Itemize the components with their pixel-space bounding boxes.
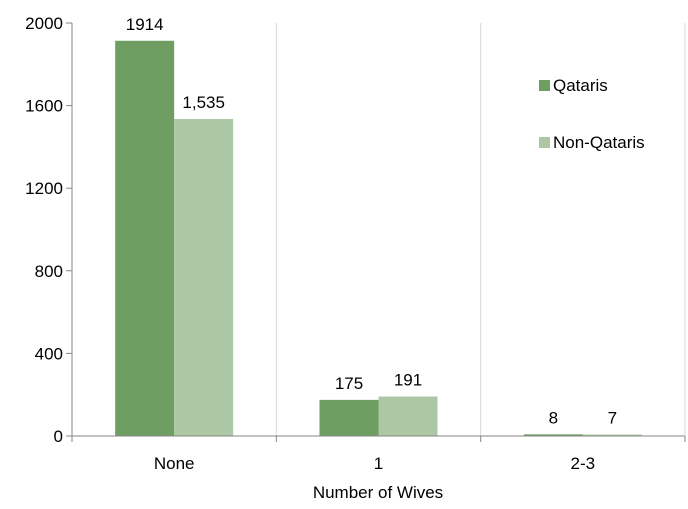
y-tick-label: 1200 [25,179,63,198]
legend-swatch [539,137,550,148]
bar-non-qataris-2 [582,434,642,436]
bar-non-qataris-0 [174,119,234,437]
y-tick-label: 0 [54,427,63,446]
y-tick-label: 400 [35,344,63,363]
legend-label: Qataris [553,76,608,95]
data-label: 191 [394,371,422,390]
x-tick-label: None [154,454,195,473]
legend: Qataris Non-Qataris [539,76,645,152]
bar-non-qataris-1 [378,396,438,436]
legend-label: Non-Qataris [553,133,645,152]
data-label: 175 [335,374,363,393]
bar-layer [115,40,642,437]
bar-qataris-2 [523,434,583,436]
bar-qataris-1 [319,399,379,436]
legend-swatch [539,80,550,91]
y-tick-label: 2000 [25,14,63,33]
data-label: 1914 [126,15,164,34]
data-label: 1,535 [182,93,225,112]
axis-layer: 0 400 800 1200 1600 2000 [25,14,686,446]
grid-layer [275,23,686,436]
x-tick-label: 2-3 [571,454,596,473]
y-tick-label: 1600 [25,97,63,116]
x-tick-label: 1 [374,454,383,473]
x-axis-title: Number of Wives [313,483,443,502]
y-tick-label: 800 [35,262,63,281]
data-label: 8 [549,408,558,427]
label-layer: 1914 1,535 None 175 191 1 8 7 2-3 [126,15,617,473]
bar-qataris-0 [115,40,175,436]
data-label: 7 [608,409,617,428]
